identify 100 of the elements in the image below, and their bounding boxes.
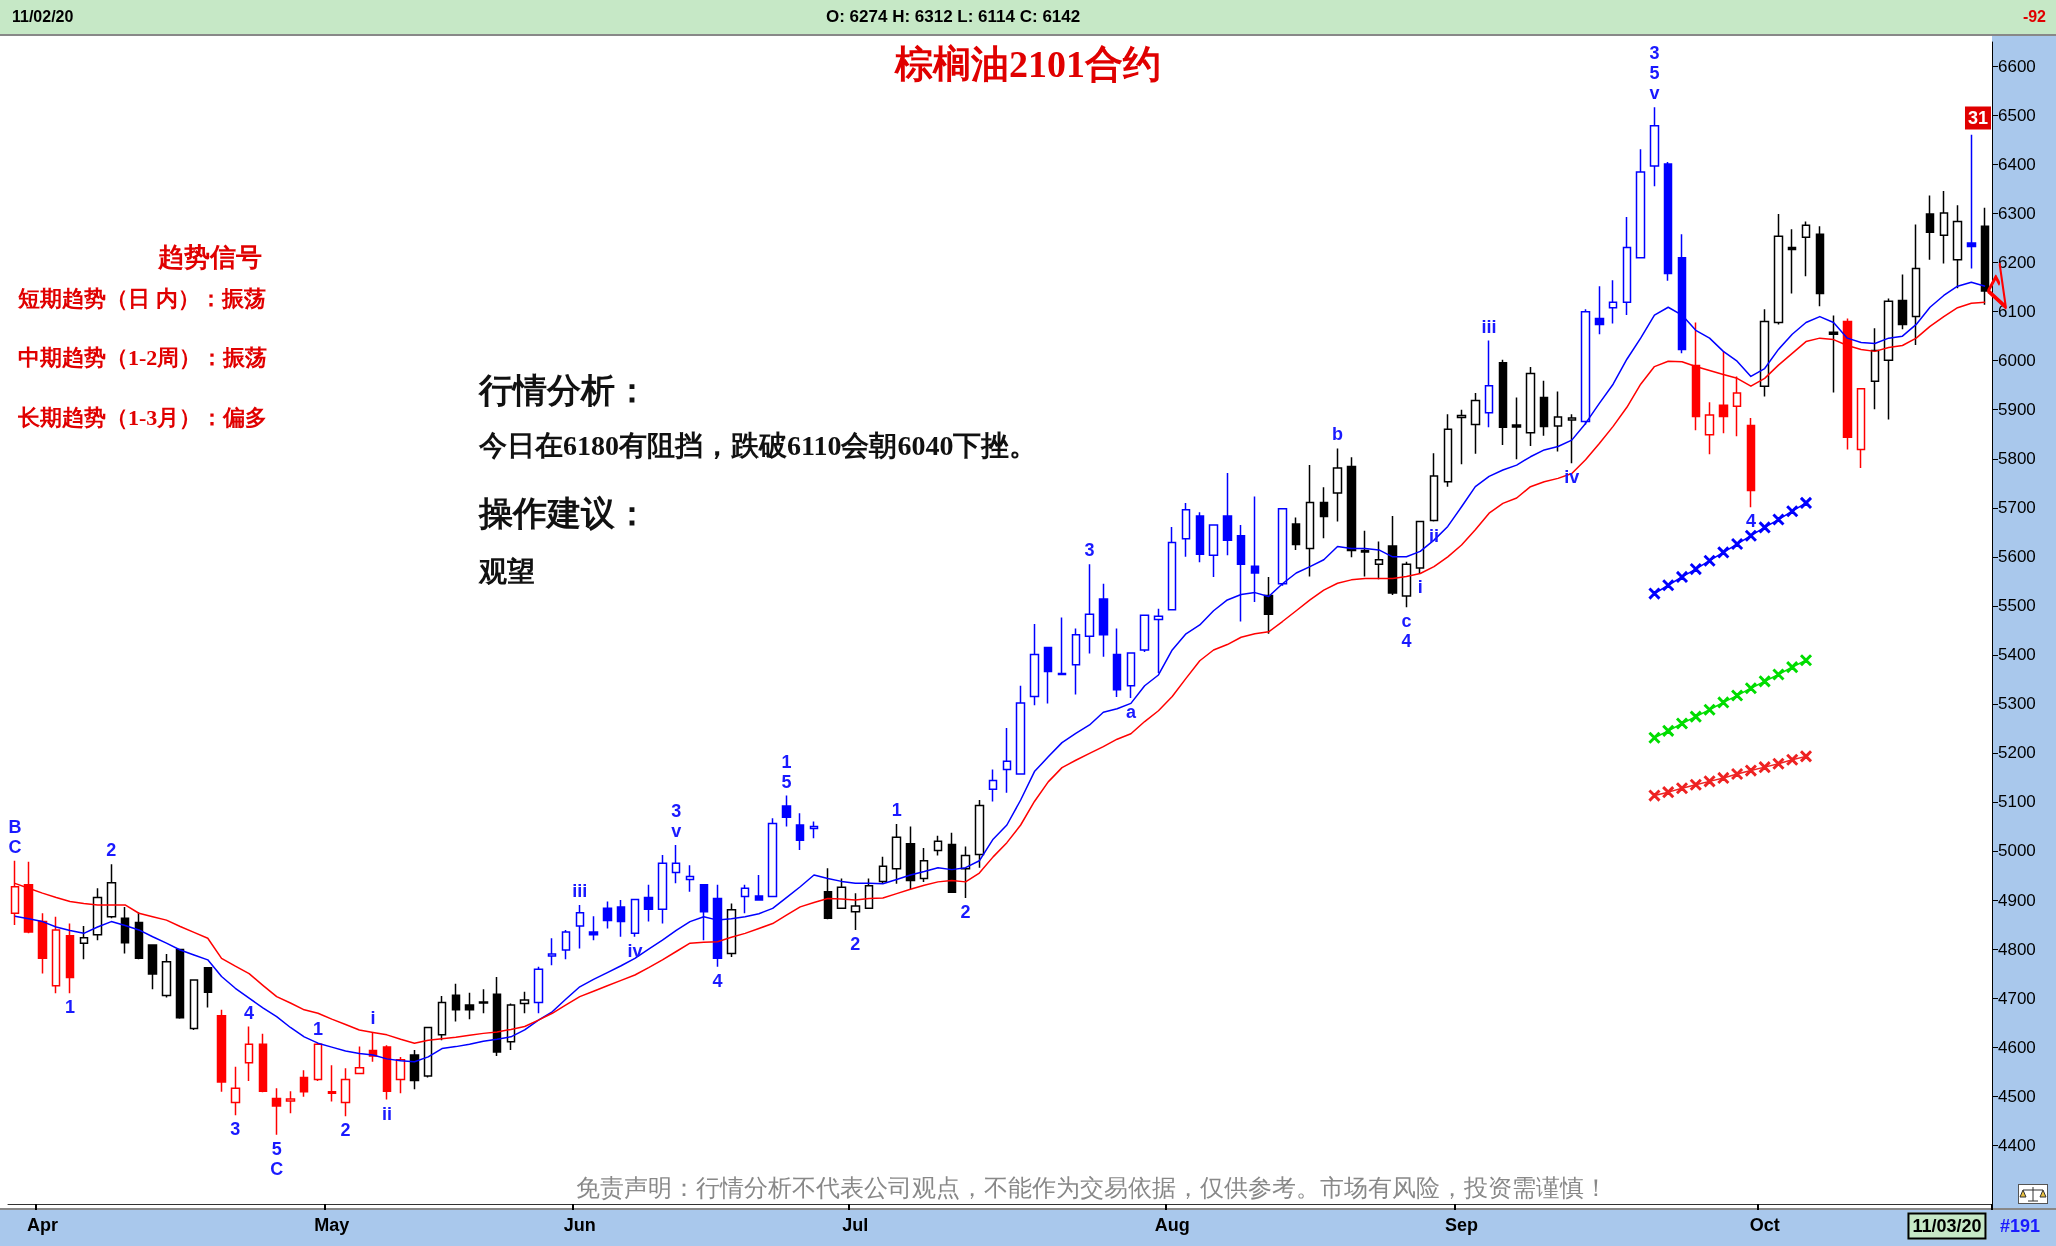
candlestick	[864, 877, 874, 910]
text: 4	[244, 1002, 255, 1023]
candlestick	[1691, 321, 1701, 432]
y-tick-label: 5400	[1998, 645, 2036, 665]
point	[1758, 761, 1771, 773]
x-tick-label: Jul	[842, 1215, 869, 1235]
candlestick	[1746, 417, 1756, 509]
candlestick	[685, 864, 695, 893]
candlestick	[1815, 225, 1825, 308]
y-tick-label: 5500	[1998, 596, 2036, 616]
point	[1662, 579, 1674, 591]
annotation: 31	[1964, 106, 1992, 130]
candlestick	[891, 823, 902, 885]
candlestick	[1126, 652, 1136, 699]
point	[1717, 772, 1730, 784]
candlestick	[395, 1056, 406, 1094]
point	[1772, 513, 1785, 526]
point	[1648, 789, 1661, 802]
candlestick	[1594, 285, 1605, 335]
candlestick	[1236, 524, 1246, 623]
candlestick	[588, 915, 599, 941]
y-tick-label: 6300	[1998, 204, 2036, 224]
candlestick	[1567, 413, 1577, 464]
candlestick	[1704, 401, 1715, 456]
candlestick	[1608, 279, 1618, 325]
candlestick	[988, 768, 998, 803]
candlestick	[1980, 206, 1990, 306]
candlestick	[189, 979, 199, 1031]
point	[1800, 654, 1812, 667]
point	[1772, 668, 1785, 681]
candlestick	[1043, 646, 1053, 705]
candlestick	[299, 1069, 309, 1098]
point	[1745, 764, 1757, 777]
point	[1676, 717, 1688, 730]
candlestick	[1911, 223, 1921, 346]
point	[1703, 554, 1716, 567]
text: 1	[312, 1018, 324, 1039]
text: a	[1125, 702, 1136, 723]
text: iii	[1481, 316, 1497, 337]
annotation: 趋势信号	[158, 241, 262, 274]
candlestick	[823, 867, 833, 920]
candlestick	[878, 856, 888, 885]
point	[1731, 689, 1743, 702]
y-tick-label: 5900	[1998, 400, 2036, 420]
annotation: 免责声明：行情分析不代表公司观点，不能作为交易依据，仅供参考。市场有风险，投资需谨慎！	[576, 1174, 1608, 1203]
candlestick	[1525, 366, 1536, 447]
point	[1786, 505, 1798, 517]
annotation: 长期趋势（1-3月）：偏多	[18, 404, 268, 432]
y-tick-label: 5700	[1998, 498, 2036, 518]
candlestick	[1360, 530, 1370, 578]
candlestick	[120, 906, 130, 955]
point	[1703, 775, 1716, 788]
candlestick	[1098, 583, 1109, 658]
candlestick	[1773, 213, 1784, 326]
text: 1 5	[781, 751, 792, 792]
candlestick	[1883, 297, 1894, 421]
text: 2	[340, 1120, 351, 1141]
text: 3 5 v	[1649, 43, 1660, 104]
candlestick	[974, 799, 985, 869]
y-tick-label: 5300	[1998, 694, 2036, 714]
text: 11/02/20	[12, 8, 74, 26]
point	[1676, 782, 1688, 794]
candlestick	[1539, 380, 1549, 437]
y-tick-label: 6500	[1998, 106, 2036, 126]
text: i	[1417, 577, 1423, 598]
candlestick	[1346, 456, 1357, 559]
x-tick-label: Oct	[1749, 1215, 1780, 1235]
candlestick	[575, 904, 585, 950]
candlestick	[1057, 616, 1067, 676]
text: 1	[891, 800, 902, 821]
candlestick	[1966, 133, 1977, 270]
candlestick	[767, 817, 778, 898]
text: iv	[1564, 467, 1580, 488]
candlestick	[1511, 396, 1522, 460]
y-tick-label: 6000	[1998, 351, 2036, 371]
candlestick	[616, 899, 626, 938]
point	[1772, 757, 1785, 770]
candlestick	[1002, 727, 1012, 794]
candlestick	[1029, 623, 1040, 707]
candlestick	[1649, 106, 1660, 187]
candlestick	[947, 832, 957, 893]
point	[1703, 704, 1716, 716]
x-tick-label: Apr	[26, 1215, 58, 1235]
candlestick	[1939, 190, 1949, 265]
text: 2	[960, 902, 971, 923]
text: 2	[850, 933, 861, 954]
candlestick	[754, 874, 764, 901]
text: 1	[64, 997, 76, 1018]
candlestick	[1319, 486, 1329, 539]
y-tick-label: 5100	[1998, 792, 2036, 812]
point	[1786, 661, 1798, 673]
point	[1758, 521, 1771, 534]
candlestick	[671, 844, 681, 885]
candlestick	[1277, 508, 1288, 587]
candlestick	[409, 1049, 420, 1091]
point	[1648, 731, 1661, 744]
candlestick	[630, 898, 640, 938]
candlestick	[1263, 576, 1274, 635]
candlestick	[1250, 495, 1260, 603]
candlestick	[1222, 472, 1233, 557]
